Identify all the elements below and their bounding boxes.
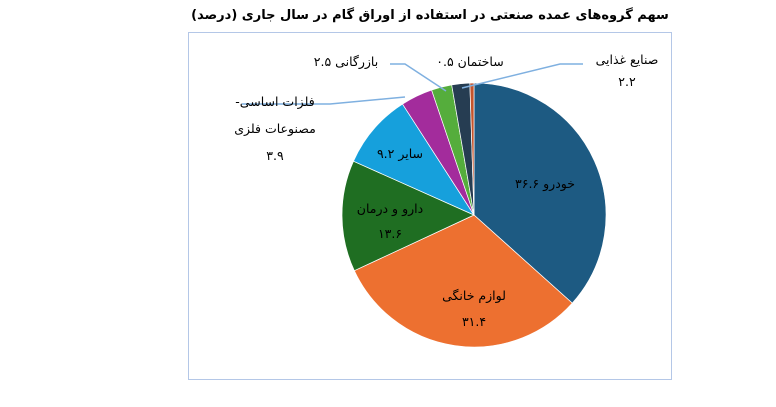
data-label: ۲.۲	[618, 74, 636, 89]
data-label: مصنوعات فلزی	[234, 121, 316, 137]
data-label: لوازم خانگی	[442, 288, 506, 304]
pie-slice	[473, 82, 607, 304]
data-label: ۳۱.۴	[462, 314, 486, 329]
data-label: ۳.۹	[266, 148, 284, 163]
pie-slice	[353, 214, 573, 348]
leader-line	[242, 96, 406, 105]
data-label: دارو و درمان	[357, 201, 423, 217]
data-label: خودرو ۳۶.۶	[515, 176, 575, 192]
data-label: فلزات اساسی-	[235, 94, 314, 110]
data-label: ساختمان ۰.۵	[436, 54, 503, 69]
pie-slice	[469, 82, 475, 216]
data-label: بازرگانی ۲.۵	[314, 54, 378, 70]
data-label: صنایع غذایی	[596, 52, 659, 67]
chart-title: سهم گروه‌های عمده صنعتی در استفاده از او…	[191, 8, 669, 23]
data-label: ۱۳.۶	[378, 226, 402, 241]
data-label: سایر ۹.۲	[377, 146, 423, 162]
leader-line	[390, 63, 447, 92]
chart-frame	[188, 32, 672, 380]
leader-line	[461, 63, 583, 89]
pie-slice	[341, 160, 475, 272]
